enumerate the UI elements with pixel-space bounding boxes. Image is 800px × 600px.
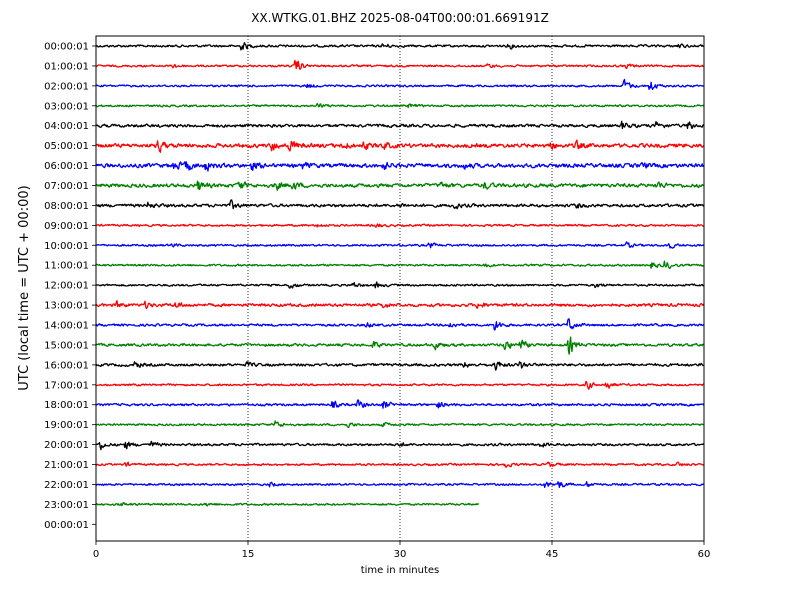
x-axis: 0 15 30 45 60: [93, 541, 711, 560]
trace-hour-2: [95, 78, 704, 91]
x-tick-label: 15: [242, 549, 255, 560]
trace-hour-21: [95, 461, 705, 468]
y-axis: 00:00:01 01:00:01 02:00:01 03:00:01 04:00:01…: [44, 42, 96, 531]
trace-group: [95, 42, 705, 507]
trace-hour-23: [96, 501, 480, 507]
trace-hour-1: [95, 59, 704, 70]
trace-hour-16: [95, 361, 704, 371]
trace-hour-3: [95, 102, 705, 109]
trace-hour-11: [95, 260, 705, 270]
trace-hour-13: [95, 300, 705, 310]
trace-hour-7: [95, 180, 704, 191]
y-tick-label: 14:00:01: [44, 321, 89, 332]
y-tick-label: 02:00:01: [44, 81, 89, 92]
trace-hour-6: [95, 161, 705, 172]
y-tick-label: 00:00:01: [44, 42, 89, 53]
y-tick-label: 04:00:01: [44, 121, 89, 132]
trace-hour-19: [95, 420, 704, 429]
y-tick-label: 00:00:01: [44, 520, 89, 531]
trace-hour-22: [95, 481, 704, 489]
y-tick-label: 17:00:01: [44, 380, 89, 391]
x-axis-title: time in minutes: [361, 565, 440, 576]
y-tick-label: 22:00:01: [44, 480, 89, 491]
y-tick-label: 06:00:01: [44, 161, 89, 172]
y-tick-label: 09:00:01: [44, 221, 89, 232]
y-tick-label: 05:00:01: [44, 141, 89, 152]
y-tick-label: 07:00:01: [44, 181, 89, 192]
y-tick-label: 21:00:01: [44, 460, 89, 471]
y-tick-label: 18:00:01: [44, 400, 89, 411]
y-tick-label: 15:00:01: [44, 340, 89, 351]
trace-hour-20: [95, 440, 705, 451]
x-tick-label: 30: [394, 549, 407, 560]
trace-hour-5: [95, 139, 705, 153]
y-axis-title: UTC (local time = UTC + 00:00): [17, 185, 32, 390]
vertical-gridlines: [247, 36, 553, 541]
y-tick-label: 12:00:01: [44, 281, 89, 292]
trace-hour-4: [95, 120, 705, 130]
y-tick-label: 16:00:01: [44, 360, 89, 371]
trace-hour-14: [95, 318, 704, 331]
x-tick-label: 60: [698, 549, 711, 560]
trace-hour-18: [95, 399, 705, 409]
x-tick-label: 45: [546, 549, 559, 560]
y-tick-label: 13:00:01: [44, 301, 89, 312]
y-tick-label: 03:00:01: [44, 101, 89, 112]
trace-hour-0: [95, 42, 704, 51]
trace-hour-8: [95, 199, 705, 210]
y-tick-label: 19:00:01: [44, 420, 89, 431]
y-tick-label: 01:00:01: [44, 61, 89, 72]
y-tick-label: 11:00:01: [44, 261, 89, 272]
trace-hour-17: [95, 380, 704, 390]
y-tick-label: 10:00:01: [44, 241, 89, 252]
y-tick-label: 08:00:01: [44, 201, 89, 212]
trace-hour-9: [95, 223, 704, 228]
trace-hour-15: [95, 336, 705, 355]
y-tick-label: 20:00:01: [44, 440, 89, 451]
y-tick-label: 23:00:01: [44, 500, 89, 511]
x-tick-label: 0: [93, 549, 99, 560]
trace-hour-12: [95, 281, 704, 289]
trace-hour-10: [96, 241, 705, 249]
chart-title: XX.WTKG.01.BHZ 2025-08-04T00:00:01.66919…: [251, 11, 549, 25]
